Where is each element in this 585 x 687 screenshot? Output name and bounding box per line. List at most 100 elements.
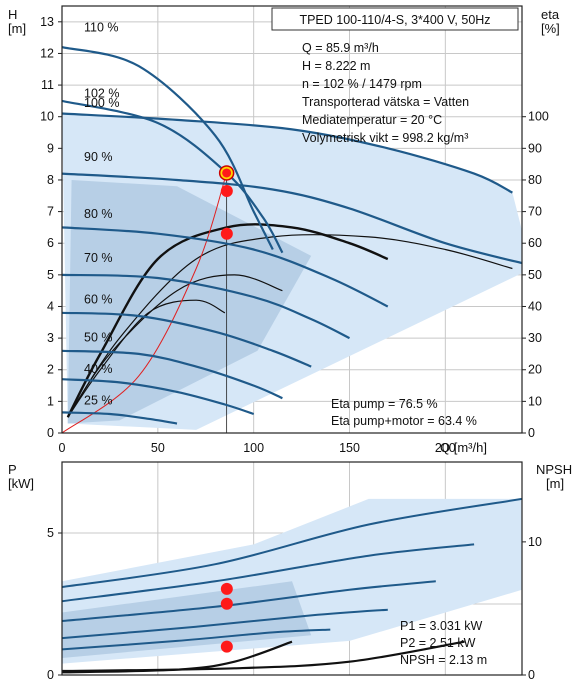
top-plot-frame bbox=[61, 5, 523, 434]
system-curve bbox=[62, 172, 228, 433]
npsh-label-1: NPSH bbox=[536, 462, 572, 477]
x-tick-label: 100 bbox=[243, 441, 264, 455]
info-n: n = 102 % / 1479 rpm bbox=[302, 77, 422, 91]
head-curve bbox=[62, 172, 522, 265]
y-right-tick-label: 60 bbox=[528, 236, 542, 250]
p-tick-label: 5 bbox=[47, 526, 54, 540]
power-operating-point bbox=[220, 582, 233, 595]
eta-curve bbox=[67, 274, 283, 418]
head-curve bbox=[62, 46, 274, 250]
x-tick-label: 50 bbox=[151, 441, 165, 455]
title-box bbox=[271, 7, 519, 31]
power-operating-point bbox=[220, 640, 233, 653]
p-label-2: [kW] bbox=[8, 476, 34, 491]
y-left-tick-label: 4 bbox=[47, 299, 54, 313]
npsh-label-2: [m] bbox=[546, 476, 564, 491]
p-label-1: P bbox=[8, 462, 17, 477]
info-liquid: Transporterad vätska = Vatten bbox=[302, 95, 469, 109]
speed-label: 80 % bbox=[84, 207, 113, 221]
power-preferred-band bbox=[62, 581, 312, 658]
y-left-label-1: H bbox=[8, 7, 17, 22]
power-curve bbox=[62, 543, 475, 603]
speed-label: 110 % bbox=[84, 20, 119, 34]
info-eta-total: Eta pump+motor = 63.4 % bbox=[331, 414, 477, 428]
y-left-tick-label: 6 bbox=[47, 236, 54, 250]
y-left-tick-label: 1 bbox=[47, 394, 54, 408]
info-p2: P2 = 2.51 kW bbox=[400, 636, 476, 650]
y-right-tick-label: 30 bbox=[528, 331, 542, 345]
y-right-tick-label: 40 bbox=[528, 299, 542, 313]
npsh-curves bbox=[62, 640, 465, 674]
eta-curve bbox=[67, 299, 226, 418]
power-curve bbox=[62, 628, 331, 651]
eta-curves bbox=[62, 172, 513, 433]
y-left-tick-label: 3 bbox=[47, 331, 54, 345]
top-info: Q = 85.9 m³/h H = 8.222 m n = 102 % / 14… bbox=[302, 41, 469, 145]
speed-label: 90 % bbox=[84, 150, 113, 164]
y-left-tick-label: 8 bbox=[47, 173, 54, 187]
y-left-label-2: [m] bbox=[8, 21, 26, 36]
y-right-tick-label: 10 bbox=[528, 394, 542, 408]
npsh-curve bbox=[62, 640, 465, 673]
y-right-tick-label: 90 bbox=[528, 141, 542, 155]
bottom-plot-frame bbox=[61, 461, 523, 676]
power-operating-point bbox=[220, 597, 233, 610]
y-right-tick-label: 70 bbox=[528, 205, 542, 219]
power-curve bbox=[62, 497, 522, 588]
npsh-tick-label: 0 bbox=[528, 668, 535, 682]
info-npsh: NPSH = 2.13 m bbox=[400, 653, 487, 667]
y-right-label-2: [%] bbox=[541, 21, 560, 36]
head-curve bbox=[62, 226, 389, 308]
npsh-tick-label: 10 bbox=[528, 535, 542, 549]
y-left-tick-label: 0 bbox=[47, 426, 54, 440]
x-tick-label: 200 bbox=[435, 441, 456, 455]
x-axis-label: Q [m³/h] bbox=[440, 440, 487, 455]
head-curve bbox=[62, 112, 513, 194]
chart-title: TPED 100-110/4-S, 3*400 V, 50Hz bbox=[299, 13, 490, 27]
y-right-tick-label: 0 bbox=[528, 426, 535, 440]
x-tick-label: 0 bbox=[59, 441, 66, 455]
power-curve bbox=[62, 580, 436, 622]
info-q: Q = 85.9 m³/h bbox=[302, 41, 379, 55]
y-right-tick-label: 80 bbox=[528, 173, 542, 187]
info-h: H = 8.222 m bbox=[302, 59, 370, 73]
info-density: Volymetrisk vikt = 998.2 kg/m³ bbox=[302, 131, 468, 145]
eta-info: Eta pump = 76.5 % Eta pump+motor = 63.4 … bbox=[331, 397, 477, 428]
y-right-tick-label: 100 bbox=[528, 110, 549, 124]
y-right-tick-label: 50 bbox=[528, 268, 542, 282]
eta-curve bbox=[67, 234, 513, 418]
top-bands bbox=[62, 113, 522, 430]
p-tick-label: 0 bbox=[47, 668, 54, 682]
top-ticks: 0 50 100 150 2000123456789101112130102030405… bbox=[40, 15, 549, 455]
head-curve bbox=[62, 411, 178, 425]
speed-label: 100 % bbox=[84, 96, 119, 110]
y-left-tick-label: 13 bbox=[40, 15, 54, 29]
y-left-tick-label: 12 bbox=[40, 46, 54, 60]
speed-label: 60 % bbox=[84, 292, 113, 306]
y-left-tick-label: 5 bbox=[47, 268, 54, 282]
info-temp: Mediatemperatur = 20 °C bbox=[302, 113, 442, 127]
speed-label: 25 % bbox=[84, 394, 113, 408]
head-curve bbox=[62, 311, 312, 368]
operating-points bbox=[218, 165, 235, 240]
head-curve bbox=[62, 349, 283, 400]
y-right-tick-label: 20 bbox=[528, 363, 542, 377]
head-curve bbox=[62, 273, 350, 340]
bottom-ticks: 0 5 0 10 bbox=[47, 526, 542, 682]
bottom-operating-points bbox=[220, 582, 233, 653]
operating-point bbox=[220, 227, 233, 240]
y-left-tick-label: 10 bbox=[40, 110, 54, 124]
bottom-info: P1 = 3.031 kW P2 = 2.51 kW NPSH = 2.13 m bbox=[400, 619, 487, 667]
head-curve bbox=[62, 378, 255, 416]
bottom-bands bbox=[62, 498, 522, 664]
info-p1: P1 = 3.031 kW bbox=[400, 619, 483, 633]
npsh-curve bbox=[62, 640, 293, 674]
speed-labels: 110 % 102 %100 % 90 % 80 % 70 % 60 % 50 % 40 % 2… bbox=[84, 20, 119, 407]
speed-label: 40 % bbox=[84, 362, 113, 376]
speed-label: 50 % bbox=[84, 330, 113, 344]
preferred-band bbox=[67, 179, 312, 424]
operating-point bbox=[222, 168, 232, 178]
y-left-tick-label: 11 bbox=[41, 78, 54, 92]
speed-label: 70 % bbox=[84, 251, 113, 265]
